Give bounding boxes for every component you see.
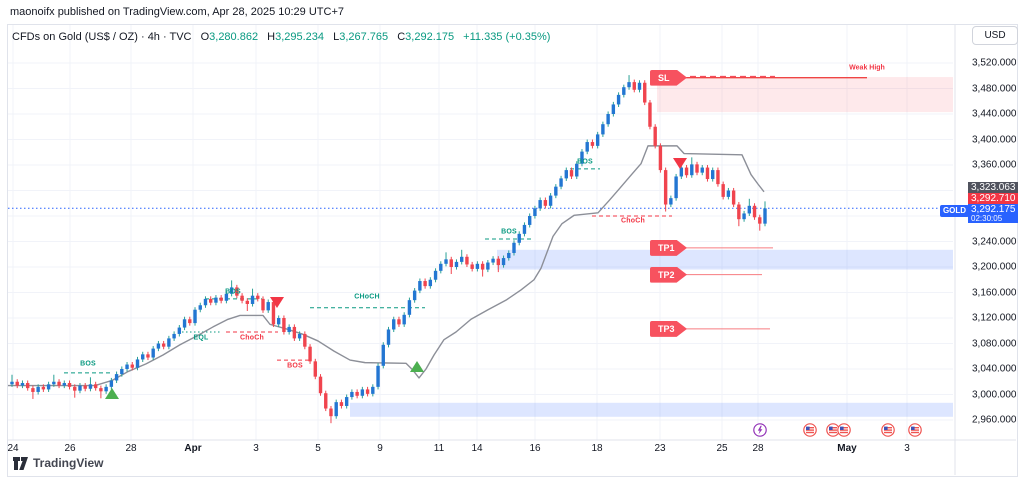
tradingview-logo-text: TradingView bbox=[33, 456, 104, 470]
publish-byline: maonoifx published on TradingView.com, A… bbox=[10, 6, 344, 18]
price-tick: 3,120.000 bbox=[972, 312, 1017, 324]
currency-button[interactable]: USD bbox=[972, 26, 1018, 45]
price-tick: 3,000.000 bbox=[972, 389, 1017, 400]
price-tick: 2,960.000 bbox=[972, 414, 1017, 426]
time-tick: Apr bbox=[184, 443, 202, 454]
price-tick: 3,040.000 bbox=[972, 363, 1017, 375]
price-tick: 3,160.000 bbox=[972, 287, 1017, 298]
close-value: 3,292.175 bbox=[405, 31, 455, 43]
price-tick: 3,240.000 bbox=[972, 236, 1017, 247]
price-tick: 3,440.000 bbox=[972, 108, 1017, 120]
price-tick: 3,400.000 bbox=[972, 134, 1017, 145]
time-axis[interactable]: 24 26 28 Apr 3 5 9 11 14 16 18 23 25 28 May 3 bbox=[7, 441, 1016, 457]
time-tick: 28 bbox=[125, 443, 137, 454]
open-label: O bbox=[200, 31, 210, 43]
current-price-label: 3,292.175 02:30:05 bbox=[968, 204, 1018, 223]
high-label: H bbox=[267, 31, 276, 43]
time-tick: 11 bbox=[433, 443, 445, 454]
change-value: +11.335 (+0.35%) bbox=[463, 31, 551, 43]
open-value: 3,280.862 bbox=[209, 31, 259, 43]
time-tick: 16 bbox=[529, 443, 541, 454]
price-tick: 3,200.000 bbox=[972, 261, 1017, 273]
legend-bar: CFDs on Gold (US$ / OZ) · 4h · TVC O3,28… bbox=[12, 31, 550, 43]
session-high-price-label: 3,323.063 bbox=[968, 182, 1018, 193]
close-label: C bbox=[397, 31, 406, 43]
chart-widget bbox=[7, 24, 1018, 477]
time-tick: 23 bbox=[654, 443, 666, 454]
time-tick: May bbox=[837, 443, 857, 454]
price-tick: 3,080.000 bbox=[972, 338, 1017, 349]
time-tick: 18 bbox=[591, 443, 603, 454]
time-tick: 14 bbox=[471, 443, 483, 454]
time-tick: 3 bbox=[253, 443, 259, 454]
time-tick: 9 bbox=[377, 443, 383, 454]
price-axis[interactable]: 3,520.000 3,480.000 3,440.000 3,400.000 3,36… bbox=[958, 24, 1018, 440]
time-tick: 5 bbox=[315, 443, 321, 454]
current-price-value: 3,292.175 bbox=[971, 204, 1016, 215]
bar-countdown: 02:30:05 bbox=[971, 214, 1003, 223]
time-tick: 24 bbox=[7, 443, 19, 454]
symbol-title[interactable]: CFDs on Gold (US$ / OZ) · 4h · TVC bbox=[12, 31, 192, 43]
high-value: 3,295.234 bbox=[275, 31, 325, 43]
symbol-price-tag: GOLD bbox=[940, 205, 969, 217]
time-tick: 26 bbox=[64, 443, 76, 454]
price-tick: 3,520.000 bbox=[972, 57, 1017, 69]
time-tick: 3 bbox=[904, 443, 910, 454]
price-tick: 3,360.000 bbox=[972, 159, 1017, 171]
tradingview-logo[interactable]: TradingView bbox=[13, 456, 103, 470]
price-tick: 3,480.000 bbox=[972, 83, 1017, 94]
time-tick: 28 bbox=[752, 443, 764, 454]
prev-close-price-label: 3,292.710 bbox=[968, 193, 1018, 204]
low-label: L bbox=[333, 31, 340, 43]
time-tick: 25 bbox=[716, 443, 728, 454]
low-value: 3,267.765 bbox=[339, 31, 389, 43]
tradingview-logo-icon bbox=[13, 456, 28, 470]
